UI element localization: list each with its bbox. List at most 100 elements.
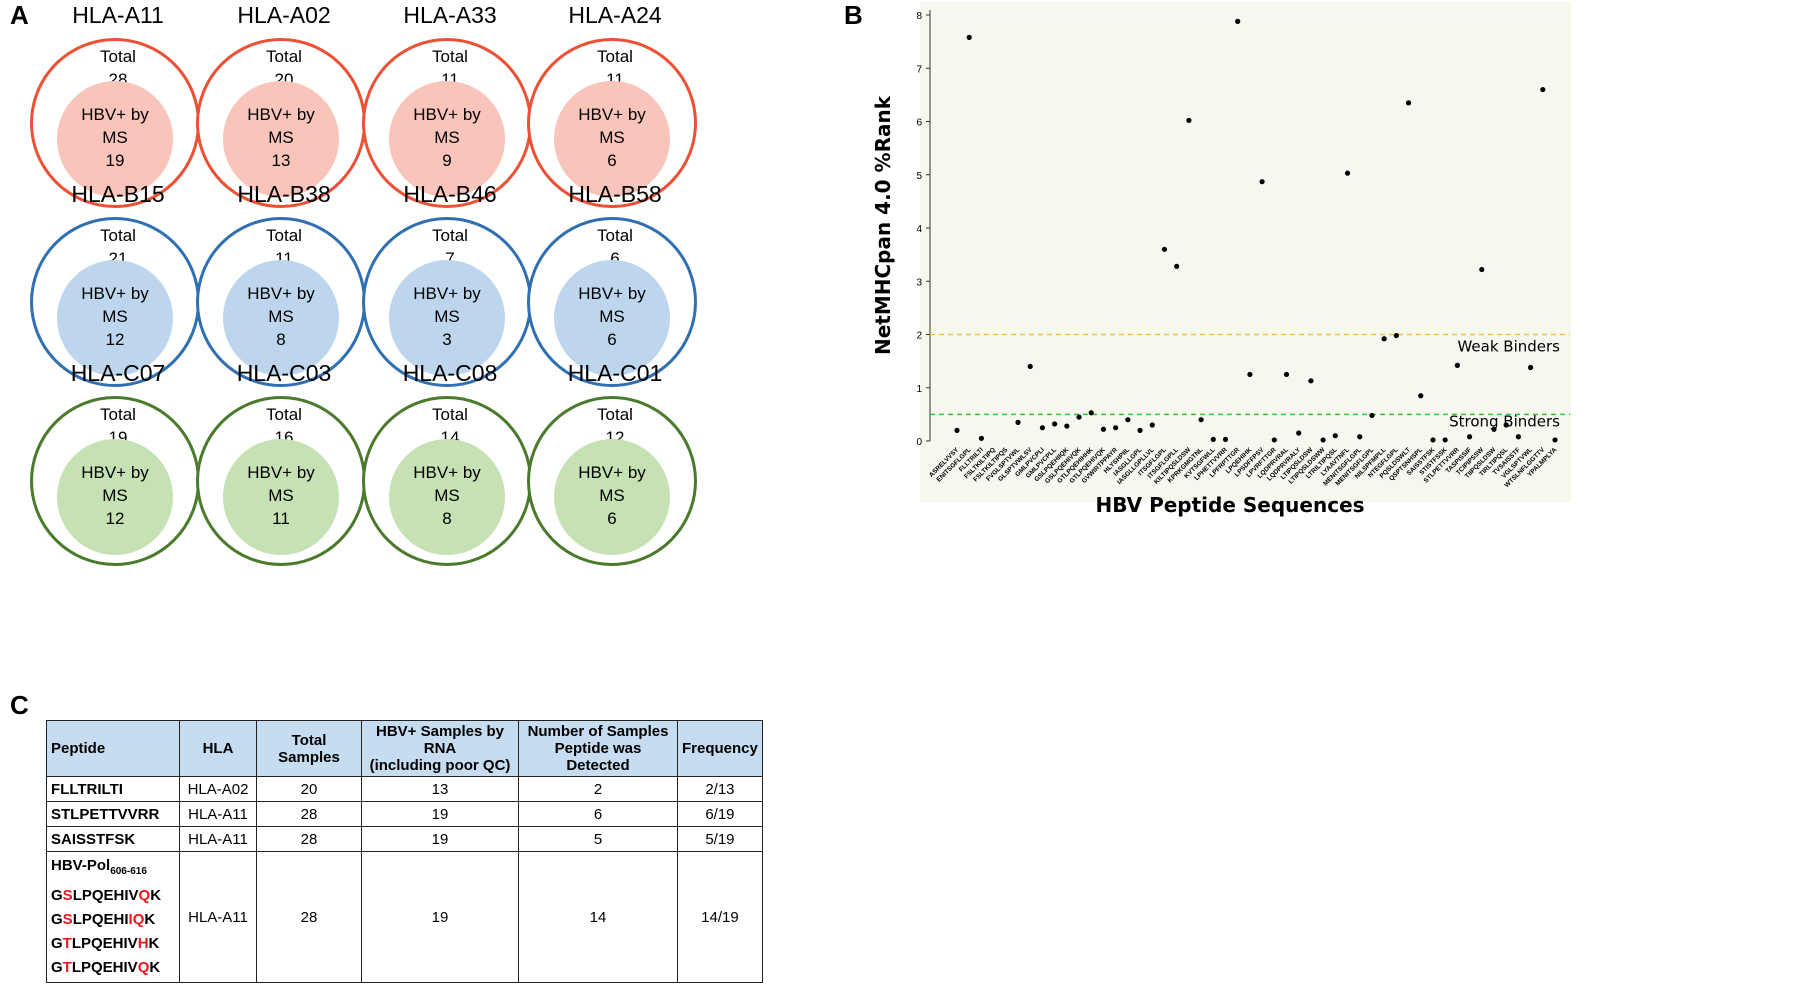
hbv-ms-value: 11: [272, 509, 290, 528]
total-circle: Total 19 HBV+ by MS 12: [30, 396, 200, 566]
y-tick-label: 8: [916, 11, 922, 22]
data-point: [1552, 437, 1558, 443]
hbv-ms-circle: HBV+ by MS 12: [57, 260, 173, 376]
hla-title: HLA-C07: [70, 360, 166, 386]
total-circle: Total 28 HBV+ by MS 19: [30, 38, 200, 208]
hbv-pol-variant: GSLPQEHIVQK: [51, 884, 175, 908]
data-point: [1418, 393, 1424, 399]
variant-residue: LPQEHIV: [71, 959, 138, 976]
y-tick-label: 6: [916, 118, 922, 129]
variant-residue: LPQEHIV: [71, 935, 138, 952]
y-tick-label: 2: [916, 331, 922, 342]
variant-residue: G: [51, 935, 63, 952]
total-circle: Total 11 HBV+ by MS 8: [196, 217, 366, 387]
data-point: [1174, 263, 1180, 269]
header-detected-line2: Peptide was Detected: [554, 740, 642, 774]
hbv-ms-value: 12: [105, 509, 125, 528]
variant-residue: G: [51, 911, 63, 928]
data-point: [1125, 417, 1131, 423]
variant-residue: K: [148, 935, 160, 952]
hla-title: HLA-C08: [402, 360, 498, 386]
hbv-ms-circle: HBV+ by MS 11: [223, 439, 339, 555]
data-point: [1369, 412, 1375, 419]
hbv-ms-label-line1: HBV+ by: [578, 463, 646, 482]
table-row-hbv-pol: HBV-Pol606-616 GSLPQEHIVQK GSLPQEHIIQK GTL…: [46, 851, 763, 983]
header-hbv-rna-line1: HBV+ Samples by RNA: [376, 723, 504, 757]
variant-residue: LPQEHIV: [72, 887, 139, 904]
cell-hla: HLA-A11: [179, 851, 257, 983]
total-circle: Total 16 HBV+ by MS 11: [196, 396, 366, 566]
data-point: [1076, 414, 1082, 420]
hbv-ms-label-line1: HBV+ by: [413, 284, 481, 303]
cell-hbv: 19: [361, 826, 519, 852]
cell-total: 28: [256, 801, 362, 827]
hbv-ms-circle: HBV+ by MS 9: [389, 81, 505, 197]
hbv-pol-variant: GTLPQEHIVHK: [51, 932, 175, 956]
data-point: [1357, 434, 1363, 440]
weak-binder-label: Weak Binders: [1457, 338, 1560, 356]
header-frequency: Frequency: [677, 720, 763, 777]
data-point: [1479, 266, 1485, 273]
total-label: Total: [266, 405, 302, 424]
hbv-ms-label-line2: MS: [102, 307, 128, 326]
data-point: [1430, 437, 1436, 443]
hla-title: HLA-B15: [71, 181, 165, 207]
x-axis-title: HBV Peptide Sequences: [1095, 493, 1364, 517]
hbv-ms-label-line1: HBV+ by: [413, 105, 481, 124]
header-detected: Number of Samples Peptide was Detected: [518, 720, 678, 777]
cell-detected: 2: [518, 776, 678, 802]
hbv-ms-circle: HBV+ by MS 19: [57, 81, 173, 197]
panel-label-b: B: [844, 0, 863, 30]
hbv-ms-label-line1: HBV+ by: [247, 105, 315, 124]
data-point: [1186, 117, 1192, 124]
table-row: FLLTRILTI HLA-A02 20 13 2 2/13: [46, 776, 763, 802]
data-point: [1332, 433, 1338, 439]
total-label: Total: [432, 405, 468, 424]
data-point: [1039, 425, 1046, 431]
variant-residue-highlight: S: [62, 887, 73, 904]
data-point: [1088, 410, 1094, 416]
cell-total: 28: [256, 851, 362, 983]
header-hla: HLA: [179, 720, 257, 777]
hla-title: HLA-A02: [237, 2, 331, 28]
table-row: SAISSTFSK HLA-A11 28 19 5 5/19: [46, 826, 763, 852]
data-point: [1405, 100, 1412, 106]
hbv-ms-circle: HBV+ by MS 8: [389, 439, 505, 555]
variant-residue-highlight: Q: [138, 887, 151, 904]
data-point: [1540, 86, 1546, 93]
total-label: Total: [266, 47, 302, 66]
data-point: [1442, 437, 1448, 443]
y-tick-label: 7: [916, 64, 922, 75]
hla-title: HLA-C03: [236, 360, 332, 386]
header-peptide: Peptide: [46, 720, 180, 777]
variant-residue: K: [150, 887, 162, 904]
data-point: [1283, 371, 1290, 378]
y-tick-label: 3: [916, 277, 922, 288]
hbv-ms-circle: HBV+ by MS 3: [389, 260, 505, 376]
hbv-pol-variant: GSLPQEHIIQK: [51, 908, 175, 932]
hla-circle-group: HLA-A24 Total 11 HBV+ by MS 6: [527, 2, 703, 212]
data-point: [1344, 170, 1351, 176]
cell-peptide: FLLTRILTI: [46, 776, 180, 802]
data-point: [1052, 421, 1058, 427]
hbv-ms-label-line1: HBV+ by: [81, 105, 149, 124]
data-point: [1161, 246, 1168, 252]
variant-residue-highlight: IQ: [128, 911, 145, 928]
hla-circle-group: HLA-C07 Total 19 HBV+ by MS 12: [30, 360, 206, 570]
total-label: Total: [432, 226, 468, 245]
hbv-ms-label-line2: MS: [434, 307, 460, 326]
hbv-ms-label-line1: HBV+ by: [81, 463, 149, 482]
hla-circle-group: HLA-C08 Total 14 HBV+ by MS 8: [362, 360, 538, 570]
cell-frequency: 5/19: [677, 826, 763, 852]
cell-frequency: 2/13: [677, 776, 763, 802]
hbv-ms-label-line1: HBV+ by: [247, 463, 315, 482]
hbv-ms-label-line2: MS: [268, 486, 294, 505]
strong-binder-label: Strong Binders: [1449, 412, 1560, 430]
data-point: [1296, 430, 1302, 436]
total-label: Total: [597, 226, 633, 245]
hbv-ms-value: 19: [105, 151, 125, 170]
data-point: [1210, 436, 1216, 443]
y-tick-label: 4: [916, 224, 922, 235]
hbv-ms-value: 12: [105, 330, 125, 349]
variant-residue: G: [51, 887, 63, 904]
